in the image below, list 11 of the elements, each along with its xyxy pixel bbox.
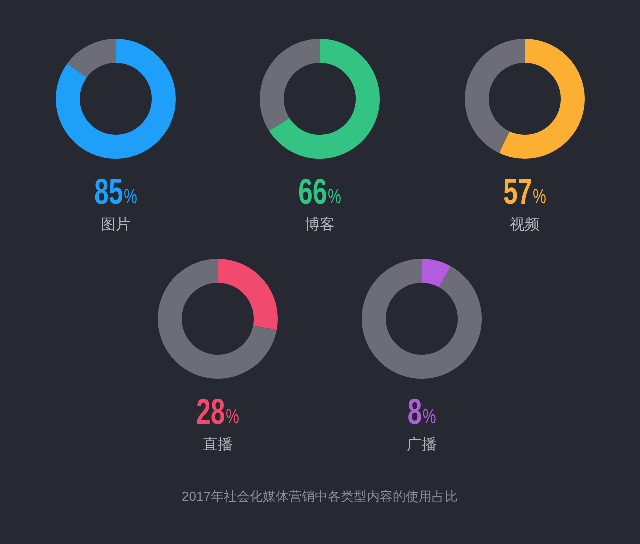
text: 直播 (202, 436, 233, 454)
text: 28% (196, 392, 240, 432)
text: 57% (503, 172, 546, 212)
text: 博客 (305, 216, 335, 234)
text: 图片 (100, 216, 130, 234)
text: 85% (94, 172, 137, 212)
text: 8% (408, 392, 437, 432)
text: 2017年社会化媒体营销中各类型内容的使用占比 (181, 488, 459, 506)
text: 广播 (407, 436, 438, 454)
text: 视频 (510, 216, 540, 234)
text: 66% (298, 172, 342, 212)
